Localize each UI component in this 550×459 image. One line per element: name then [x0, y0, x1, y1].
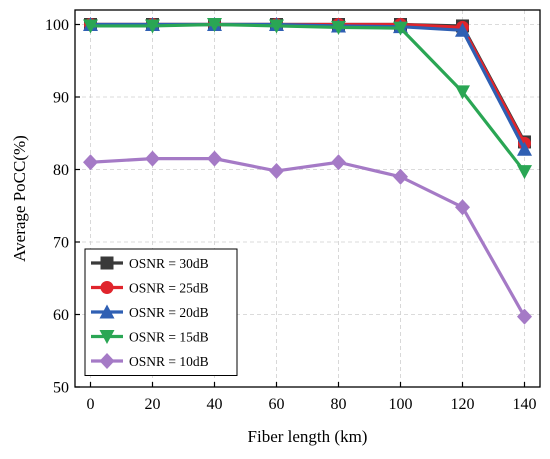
- data-point: [269, 162, 284, 179]
- x-tick-label: 120: [451, 396, 475, 413]
- x-tick-label: 40: [207, 396, 223, 413]
- data-point: [331, 20, 346, 35]
- legend-label: OSNR = 15dB: [129, 330, 209, 345]
- data-point: [207, 18, 222, 32]
- y-tick-label: 50: [53, 380, 69, 397]
- y-tick-label: 80: [53, 162, 69, 179]
- data-point: [83, 19, 98, 34]
- y-tick-label: 70: [53, 235, 69, 252]
- legend-item: OSNR = 10dB: [91, 353, 209, 369]
- data-point: [517, 141, 532, 156]
- legend-label: OSNR = 10dB: [129, 354, 209, 369]
- data-point: [145, 150, 160, 167]
- series-line: [90, 157, 526, 318]
- data-point: [455, 22, 470, 37]
- data-point: [455, 85, 470, 100]
- y-axis-ticks: 50 60 70 80 90 100: [45, 17, 80, 397]
- series-line: [90, 22, 526, 143]
- legend-item: OSNR = 20dB: [91, 304, 209, 320]
- legend-label: OSNR = 30dB: [129, 256, 209, 271]
- legend-marker: [99, 330, 115, 344]
- legend-item: OSNR = 30dB: [91, 256, 209, 271]
- series-2: [84, 18, 531, 150]
- x-axis-ticks: 0 20 40 60 80 100 120 140: [87, 382, 537, 413]
- data-point: [83, 154, 98, 171]
- data-point: [393, 21, 408, 36]
- legend: OSNR = 30dB OSNR = 25dB OSNR = 20dB OSNR = …: [84, 248, 238, 376]
- series-layer: [83, 17, 532, 325]
- legend-item: OSNR = 25dB: [91, 281, 209, 296]
- legend-label: OSNR = 25dB: [129, 281, 209, 296]
- plot-frame: [74, 9, 541, 388]
- legend-marker: [99, 304, 115, 319]
- series-line: [90, 22, 526, 145]
- data-point: [517, 308, 532, 325]
- data-point: [331, 154, 346, 171]
- data-point: [455, 199, 470, 216]
- legend-marker: [99, 353, 115, 369]
- x-tick-label: 0: [87, 396, 95, 413]
- y-tick-label: 60: [53, 307, 69, 324]
- series-4: [83, 18, 532, 180]
- y-tick-label: 100: [45, 17, 69, 34]
- x-tick-label: 100: [389, 396, 413, 413]
- x-tick-label: 60: [269, 396, 285, 413]
- y-tick-label: 90: [53, 90, 69, 107]
- data-point: [393, 168, 408, 185]
- y-axis-label: Average PoCC(%): [10, 135, 29, 262]
- x-tick-label: 20: [145, 396, 161, 413]
- data-point: [269, 19, 284, 34]
- x-tick-label: 80: [331, 396, 347, 413]
- legend-marker: [100, 256, 114, 270]
- data-point: [145, 19, 160, 34]
- legend-item: OSNR = 15dB: [91, 330, 209, 345]
- series-5: [83, 150, 532, 325]
- data-point: [517, 165, 532, 180]
- data-point: [207, 150, 222, 167]
- x-tick-label: 140: [513, 396, 537, 413]
- x-axis-label: Fiber length (km): [248, 427, 368, 446]
- legend-label: OSNR = 20dB: [129, 305, 209, 320]
- legend-marker: [100, 281, 114, 294]
- series-line: [90, 22, 526, 173]
- series-1: [84, 18, 531, 149]
